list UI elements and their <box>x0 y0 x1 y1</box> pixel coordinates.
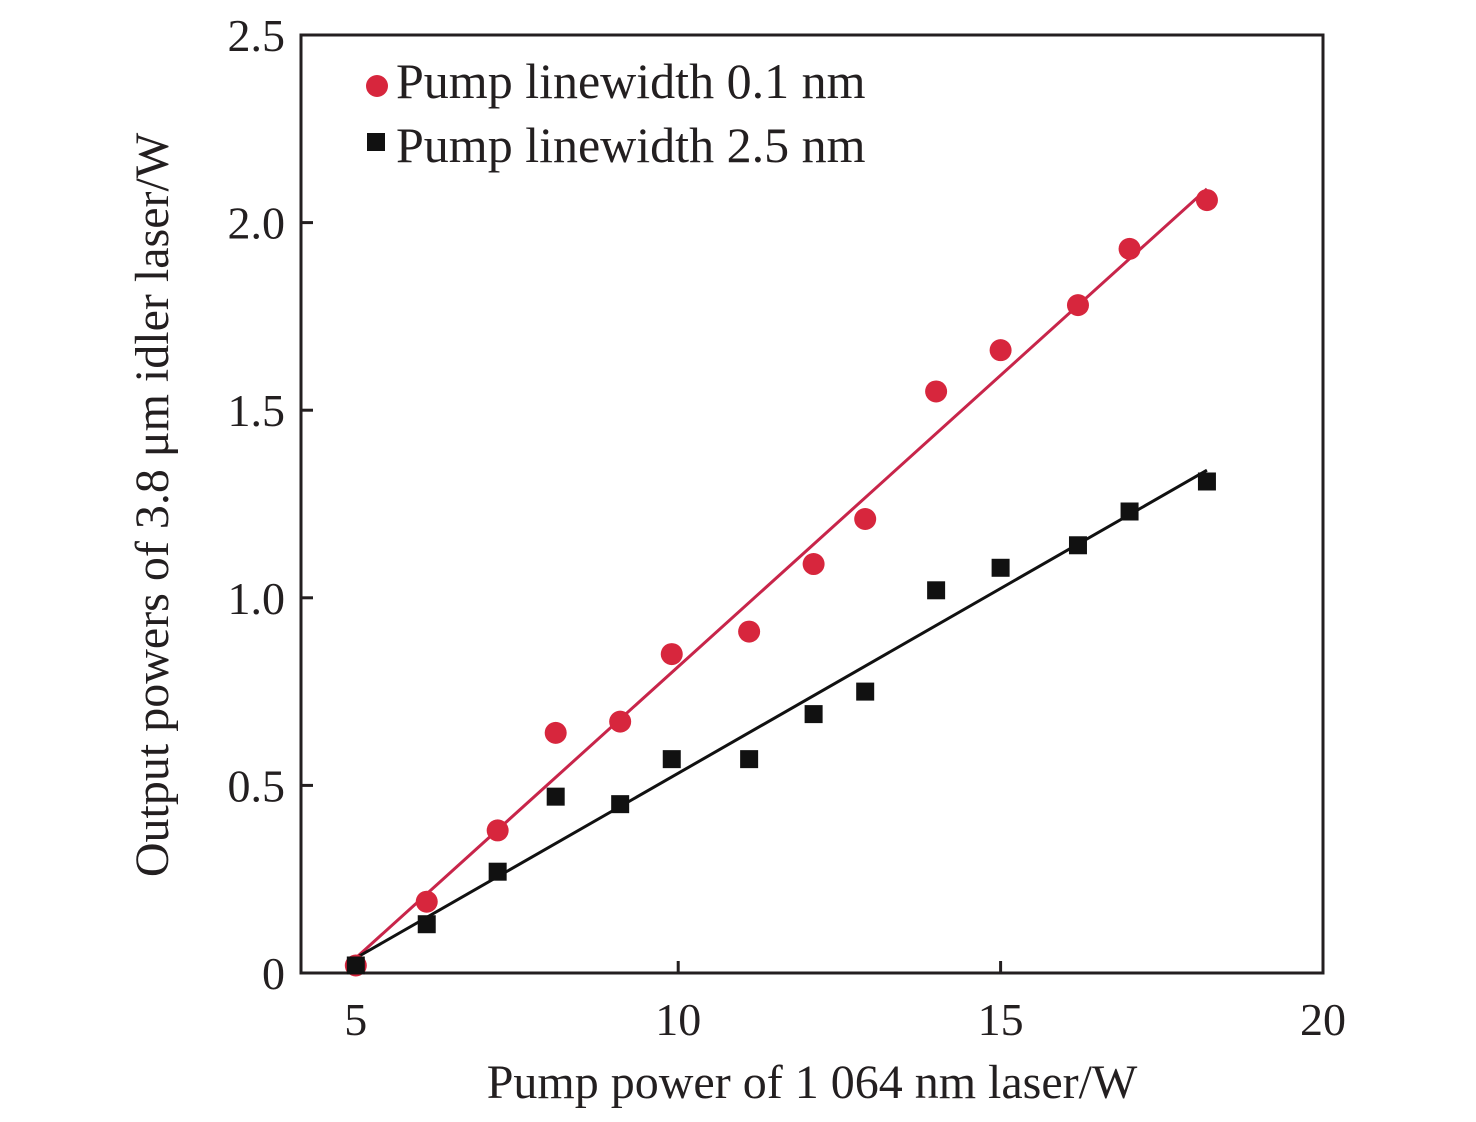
y-tick-label: 1.5 <box>228 385 286 436</box>
data-point-series-1 <box>544 721 567 744</box>
data-point-series-2 <box>991 558 1010 577</box>
data-point-series-2 <box>740 750 759 769</box>
y-tick-label: 2.5 <box>228 10 286 61</box>
data-point-series-1 <box>415 890 438 913</box>
data-point-series-2 <box>546 787 565 806</box>
data-point-series-1 <box>660 643 683 666</box>
data-point-series-2 <box>611 795 630 814</box>
data-point-series-1 <box>802 553 825 576</box>
legend-marker-series-1 <box>366 75 388 97</box>
data-point-series-1 <box>854 508 877 531</box>
data-point-series-1 <box>738 620 761 643</box>
y-tick-label: 2.0 <box>228 198 286 249</box>
data-point-series-2 <box>804 705 823 724</box>
legend-label-series-1: Pump linewidth 0.1 nm <box>396 53 866 109</box>
data-points <box>344 189 1218 977</box>
data-point-series-2 <box>1068 536 1087 555</box>
x-tick-label: 20 <box>1300 994 1346 1045</box>
data-point-series-2 <box>1197 472 1216 491</box>
y-tick-label: 1.0 <box>228 573 286 624</box>
data-point-series-2 <box>488 862 507 881</box>
data-point-series-1 <box>1195 189 1218 212</box>
x-tick-label: 10 <box>655 994 701 1045</box>
legend-label-series-2: Pump linewidth 2.5 nm <box>396 117 866 173</box>
y-tick-label: 0 <box>262 948 285 999</box>
data-point-series-2 <box>856 682 875 701</box>
y-axis-title: Output powers of 3.8 μm idler laser/W <box>126 132 179 877</box>
axis-ticks: 5 10 15 20 0 0.5 1.0 1.5 2.0 2.5 <box>228 10 1347 1045</box>
data-point-series-1 <box>609 710 632 733</box>
data-point-series-2 <box>346 956 365 975</box>
data-point-series-2 <box>927 581 946 600</box>
legend: Pump linewidth 0.1 nm Pump linewidth 2.5… <box>366 53 866 173</box>
data-point-series-2 <box>1120 502 1139 521</box>
data-point-series-1 <box>1118 237 1141 260</box>
legend-marker-series-2 <box>367 133 385 151</box>
data-point-series-1 <box>486 819 509 842</box>
data-point-series-1 <box>925 380 948 403</box>
y-tick-label: 0.5 <box>228 760 286 811</box>
x-tick-label: 5 <box>344 994 367 1045</box>
x-tick-label: 15 <box>978 994 1024 1045</box>
data-point-series-1 <box>989 339 1012 362</box>
data-point-series-2 <box>662 750 681 769</box>
x-axis-title: Pump power of 1 064 nm laser/W <box>487 1056 1138 1109</box>
data-point-series-2 <box>417 915 436 934</box>
plot-frame <box>299 33 1325 975</box>
data-point-series-1 <box>1066 294 1089 317</box>
